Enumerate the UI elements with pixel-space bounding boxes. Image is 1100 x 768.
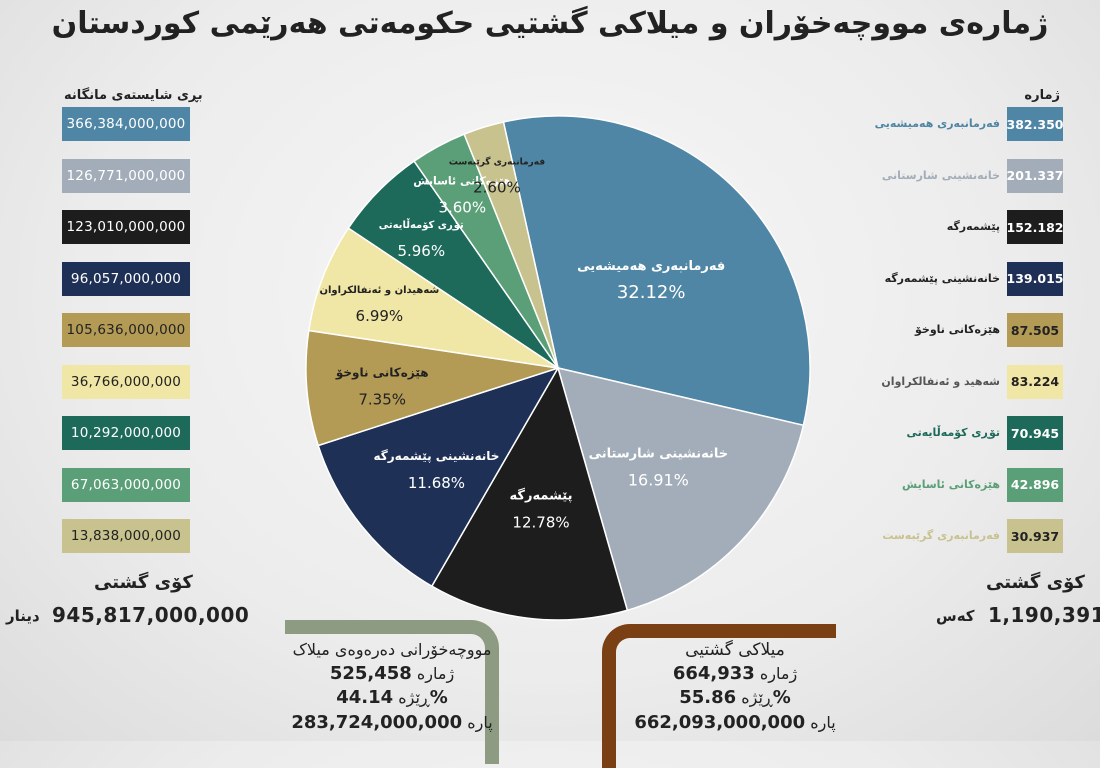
slice-percent: 3.60% bbox=[438, 199, 486, 217]
count-box: 139.015 bbox=[1007, 261, 1063, 296]
slice-percent: 6.99% bbox=[356, 307, 404, 325]
right-total-unit: کەس bbox=[936, 607, 975, 625]
excluded-count-value: 525,458 bbox=[329, 663, 412, 684]
excluded-ratio-value: 44.14% bbox=[336, 687, 448, 708]
amount-box: 13,838,000,000 bbox=[62, 519, 190, 553]
slice-label: هێزەکانی ناوخۆ bbox=[335, 365, 429, 380]
slice-percent: 7.35% bbox=[358, 390, 406, 408]
amount-box: 96,057,000,000 bbox=[62, 261, 190, 296]
pie-slice bbox=[463, 121, 559, 369]
chart-title: ژمارەی مووچەخۆران و میلاکی گشتیی حکومەتی… bbox=[51, 6, 1049, 41]
count-box: 201.337 bbox=[1007, 158, 1063, 193]
excluded-title: مووچەخۆرانی دەرەوەی میلاک bbox=[292, 640, 492, 659]
general-count-label: ژمارە bbox=[759, 664, 798, 683]
amount-box: 67,063,000,000 bbox=[62, 467, 190, 502]
count-box: 30.937 bbox=[1007, 519, 1063, 553]
slice-percent: 2.60% bbox=[473, 179, 521, 197]
general-ratio-label: ڕێژە bbox=[741, 688, 773, 707]
general-money: پارە 662,093,000,000 bbox=[610, 712, 860, 733]
pie-slice bbox=[430, 366, 629, 621]
amount-box: 105,636,000,000 bbox=[62, 313, 190, 347]
pie-chart: فەرمانبەری هەمیشەیی 32.12% خانەنشینی شارست… bbox=[305, 115, 811, 621]
slice-label: خانەنشینی پێشمەرگە bbox=[374, 449, 500, 463]
count-box: 152.182 bbox=[1007, 210, 1063, 244]
count-category-label: پێشمەرگە bbox=[946, 220, 1000, 233]
slice-percent: 32.12% bbox=[617, 282, 686, 303]
count-box: 83.224 bbox=[1007, 364, 1063, 399]
excluded-money-value: 283,724,000,000 bbox=[291, 712, 463, 733]
slice-label: تۆڕی کۆمەڵایەتی bbox=[379, 218, 464, 231]
slice-percent: 12.78% bbox=[512, 514, 569, 532]
pie-slice bbox=[317, 366, 560, 588]
count-category-label: تۆڕی کۆمەڵایەتی bbox=[906, 426, 1000, 439]
excluded-ratio-label: ڕێژە bbox=[398, 688, 430, 707]
count-box: 70.945 bbox=[1007, 416, 1063, 450]
excluded-bracket bbox=[285, 620, 499, 764]
left-total-label: کۆی گشتی bbox=[94, 572, 193, 593]
slice-label: پێشمەرگە bbox=[510, 488, 573, 504]
count-category-label: خانەنشینی پێشمەرگە bbox=[884, 271, 1000, 285]
slice-percent: 16.91% bbox=[628, 471, 689, 490]
slice-label: خانەنشینی شارستانی bbox=[589, 447, 729, 462]
general-money-label: پارە bbox=[810, 713, 836, 732]
left-total-value: 945,817,000,000 bbox=[52, 603, 250, 627]
count-category-label: فەرمانبەری گرێبەست bbox=[882, 529, 1000, 542]
excluded-count-label: ژمارە bbox=[416, 664, 455, 683]
general-title: میلاکی گشتیی bbox=[685, 640, 785, 660]
count-category-label: هێزەکانی ناوخۆ bbox=[915, 323, 1000, 336]
right-column-header: ژمارە bbox=[1024, 88, 1060, 103]
amount-box: 126,771,000,000 bbox=[62, 158, 190, 193]
right-total-label: کۆی گشتی bbox=[986, 572, 1085, 593]
amount-box: 10,292,000,000 bbox=[62, 416, 190, 450]
slice-label: شەهیدان و ئەنفالکراوان bbox=[319, 285, 439, 296]
count-box: 42.896 bbox=[1007, 467, 1063, 502]
excluded-count: ژمارە 525,458 bbox=[262, 663, 522, 684]
count-category-label: هێزەکانی ئاسایش bbox=[902, 477, 1000, 491]
slice-percent: 5.96% bbox=[397, 242, 445, 260]
amount-box: 36,766,000,000 bbox=[62, 364, 190, 399]
count-box: 87.505 bbox=[1007, 313, 1063, 347]
amount-box: 123,010,000,000 bbox=[62, 210, 190, 244]
slice-label: هێزەکانی ئاسایش bbox=[413, 175, 511, 188]
slice-label: فەرمانبەری گرێبەست bbox=[449, 156, 545, 168]
count-category-label: شەهید و ئەنفالکراوان bbox=[881, 374, 1000, 388]
count-box: 382.350 bbox=[1007, 107, 1063, 141]
general-count-value: 664,933 bbox=[672, 663, 755, 684]
general-count: ژمارە 664,933 bbox=[610, 663, 860, 684]
count-category-label: خانەنشینی شارستانی bbox=[881, 168, 1000, 182]
left-total-unit: دینار bbox=[6, 607, 40, 625]
general-money-value: 662,093,000,000 bbox=[634, 712, 806, 733]
slice-percent: 11.68% bbox=[408, 474, 465, 492]
general-ratio: ڕێژە 55.86% bbox=[610, 687, 860, 708]
amount-box: 366,384,000,000 bbox=[62, 107, 190, 141]
general-bracket bbox=[602, 624, 836, 768]
pie-slice bbox=[502, 115, 811, 427]
excluded-money-label: پارە bbox=[467, 713, 493, 732]
right-total-value: 1,190,391 bbox=[988, 603, 1100, 627]
pie-slice bbox=[307, 227, 559, 369]
slice-label: فەرمانبەری هەمیشەیی bbox=[577, 259, 725, 274]
excluded-money: پارە 283,724,000,000 bbox=[262, 712, 522, 733]
left-column-header: بڕی شایستەی مانگانە bbox=[64, 88, 203, 103]
excluded-ratio: ڕێژە 44.14% bbox=[262, 687, 522, 708]
pie-slice bbox=[556, 366, 805, 612]
count-category-label: فەرمانبەری هەمیشەیی bbox=[874, 117, 1000, 130]
general-ratio-value: 55.86% bbox=[679, 687, 791, 708]
